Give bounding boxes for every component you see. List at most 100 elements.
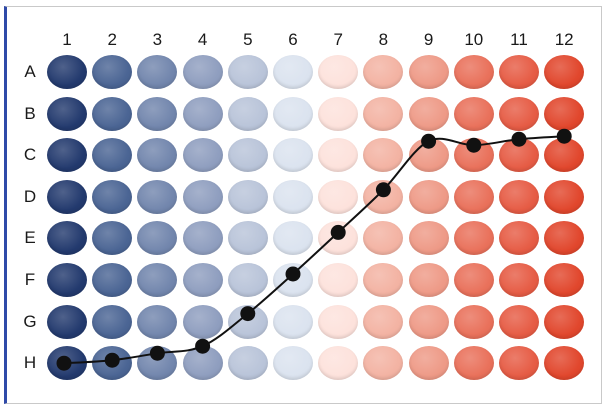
well-B5 <box>227 96 268 131</box>
well-E4 <box>182 221 223 256</box>
well-C2 <box>92 138 133 173</box>
curve-point <box>330 224 346 240</box>
well-H11 <box>499 346 539 381</box>
well-E3 <box>137 221 178 256</box>
well-F5 <box>227 263 268 297</box>
well-F8 <box>363 263 404 297</box>
well-D10 <box>453 179 494 214</box>
row-label-F: F <box>24 270 36 289</box>
well-G12 <box>544 304 585 339</box>
curve-line <box>63 135 565 365</box>
well-E11 <box>499 221 539 256</box>
well-B4 <box>182 96 223 131</box>
curve-point <box>466 137 482 153</box>
well-H12 <box>544 346 585 381</box>
column-label-6: 6 <box>288 30 298 49</box>
well-C1 <box>47 138 87 173</box>
row-label-D: D <box>23 186 37 206</box>
curve-point <box>240 306 256 322</box>
column-label-8: 8 <box>378 30 389 49</box>
well-F11 <box>499 263 539 297</box>
well-E2 <box>92 221 133 256</box>
well-B6 <box>273 96 313 131</box>
well-D2 <box>92 179 133 214</box>
well-H8 <box>363 346 404 381</box>
well-B9 <box>408 96 449 131</box>
well-F3 <box>137 263 178 297</box>
well-F10 <box>453 263 494 297</box>
well-C4 <box>182 138 223 173</box>
well-D3 <box>137 179 178 214</box>
well-D5 <box>227 179 268 214</box>
well-E10 <box>453 221 494 256</box>
well-H7 <box>318 346 359 381</box>
row-label-B: B <box>24 103 36 123</box>
well-H6 <box>273 346 313 381</box>
curve-point <box>56 355 72 371</box>
column-label-1: 1 <box>62 30 72 49</box>
well-E6 <box>273 221 313 256</box>
well-F7 <box>318 263 359 297</box>
well-A10 <box>453 55 494 89</box>
well-B1 <box>47 96 87 131</box>
curve-point <box>511 131 527 147</box>
column-label-4: 4 <box>197 30 208 49</box>
row-label-G: G <box>23 311 37 331</box>
well-D12 <box>544 179 585 214</box>
column-label-10: 10 <box>464 30 484 49</box>
well-C5 <box>227 138 268 173</box>
well-E8 <box>363 221 404 256</box>
well-G9 <box>408 304 449 339</box>
well-A4 <box>182 55 223 89</box>
curve-point <box>149 345 165 361</box>
well-G4 <box>182 304 223 339</box>
well-B8 <box>363 96 404 131</box>
well-G11 <box>499 304 539 339</box>
well-B11 <box>499 96 539 131</box>
well-A1 <box>47 55 87 89</box>
well-A2 <box>92 55 133 89</box>
well-A9 <box>408 55 449 89</box>
curve-point <box>195 338 211 354</box>
well-F1 <box>47 263 87 297</box>
well-G10 <box>453 304 494 339</box>
curve-point <box>556 128 572 144</box>
well-C3 <box>137 138 178 173</box>
well-E1 <box>47 221 87 256</box>
well-F12 <box>544 263 585 297</box>
curve-point <box>375 182 391 198</box>
curve-point <box>285 266 301 282</box>
well-C6 <box>273 138 313 173</box>
well-B2 <box>92 96 133 131</box>
well-E9 <box>408 221 449 256</box>
well-F2 <box>92 263 133 297</box>
well-C12 <box>544 138 585 173</box>
well-A12 <box>544 55 585 89</box>
row-label-E: E <box>24 228 36 248</box>
well-A7 <box>318 55 359 89</box>
well-D9 <box>408 179 449 214</box>
column-label-11: 11 <box>510 30 528 49</box>
well-C7 <box>318 138 359 173</box>
row-label-C: C <box>23 145 37 165</box>
well-A6 <box>273 55 313 89</box>
well-G7 <box>318 304 359 339</box>
row-label-A: A <box>24 62 36 81</box>
well-D11 <box>499 179 539 214</box>
well-G6 <box>273 304 313 339</box>
well-B10 <box>453 96 494 131</box>
well-A5 <box>227 55 268 89</box>
well-F9 <box>408 263 449 297</box>
column-label-3: 3 <box>152 30 163 49</box>
well-A8 <box>363 55 404 89</box>
well-H10 <box>453 346 494 381</box>
row-label-H: H <box>23 353 37 373</box>
column-label-5: 5 <box>243 30 253 49</box>
well-F4 <box>182 263 223 297</box>
well-B12 <box>544 96 585 131</box>
well-C8 <box>363 138 404 173</box>
column-label-7: 7 <box>333 30 343 49</box>
well-G1 <box>47 304 87 339</box>
